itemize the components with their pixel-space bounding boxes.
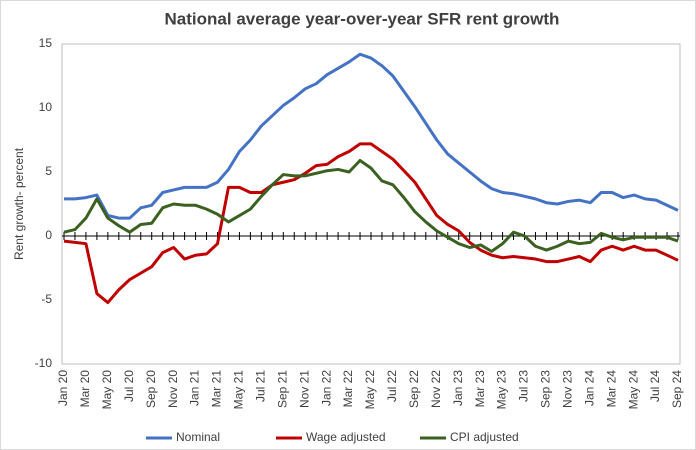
plot-area — [61, 43, 681, 365]
x-tick-label: Sep 24 — [670, 370, 684, 408]
x-tick-label: Sep 21 — [275, 370, 289, 408]
y-tick-label: -5 — [41, 292, 52, 306]
y-tick-label: 10 — [39, 100, 53, 114]
x-tick-label: May 24 — [626, 370, 640, 410]
x-tick-label: May 22 — [363, 370, 377, 410]
x-tick-label: Jul 22 — [385, 370, 399, 402]
x-tick-label: Nov 23 — [561, 370, 575, 408]
x-tick-label: May 20 — [100, 370, 114, 410]
x-tick-label: Mar 20 — [78, 370, 92, 408]
series-line — [63, 142, 679, 305]
x-tick-label: Nov 22 — [429, 370, 443, 408]
x-tick-label: Sep 23 — [539, 370, 553, 408]
series-line — [63, 158, 679, 253]
x-tick-label: Mar 23 — [473, 370, 487, 408]
x-tick-label: Jan 22 — [319, 370, 333, 406]
x-tick-label: Jan 20 — [56, 370, 70, 406]
y-tick-label: -10 — [35, 356, 53, 370]
y-tick-label: 0 — [45, 228, 52, 242]
x-tick-label: Sep 22 — [407, 370, 421, 408]
y-tick-label: 15 — [39, 36, 53, 50]
x-tick-label: Jul 20 — [122, 370, 136, 402]
legend-label: CPI adjusted — [450, 430, 519, 444]
x-tick-label: Mar 22 — [341, 370, 355, 408]
x-tick-label: May 21 — [232, 370, 246, 410]
x-tick-label: Jan 23 — [451, 370, 465, 406]
x-tick-label: Jan 24 — [582, 370, 596, 406]
y-tick-label: 5 — [45, 164, 52, 178]
x-tick-label: Mar 21 — [210, 370, 224, 408]
y-axis-title: Rent growth- percent — [12, 147, 26, 260]
x-tick-label: Nov 20 — [166, 370, 180, 408]
x-tick-label: Nov 21 — [297, 370, 311, 408]
legend-label: Wage adjusted — [306, 430, 386, 444]
series-line — [64, 52, 679, 220]
x-tick-label: May 23 — [495, 370, 509, 410]
chart-title: National average year-over-year SFR rent… — [165, 9, 560, 28]
x-tick-label: Jul 24 — [648, 370, 662, 402]
x-tick-label: Jan 21 — [188, 370, 202, 406]
x-tick-label: Jul 21 — [254, 370, 268, 402]
legend-label: Nominal — [176, 430, 220, 444]
x-tick-label: Sep 20 — [144, 370, 158, 408]
x-tick-label: Jul 23 — [517, 370, 531, 402]
x-tick-label: Mar 24 — [604, 370, 618, 408]
